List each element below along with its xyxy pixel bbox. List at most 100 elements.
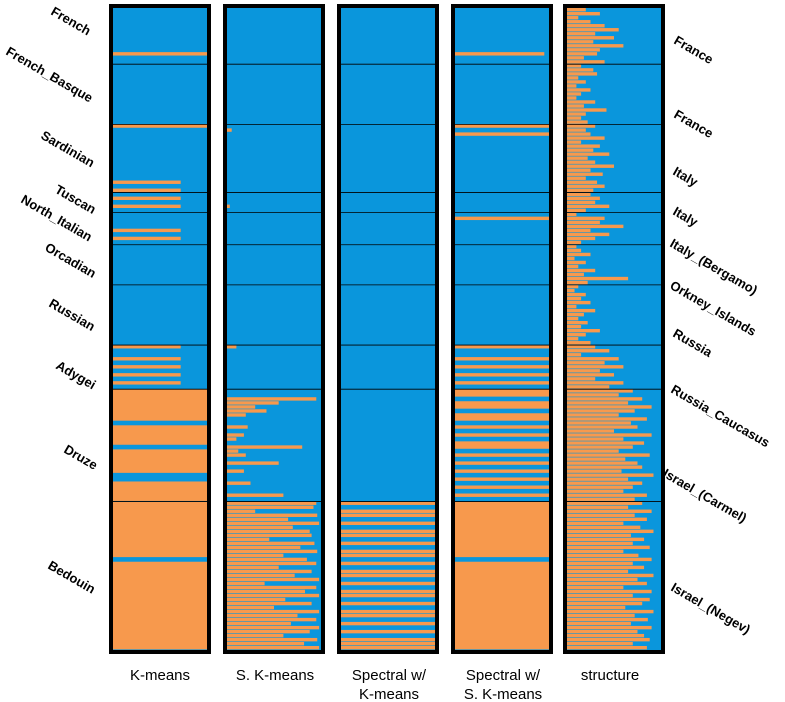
bar-structure-35 xyxy=(567,148,594,152)
bar-k-means-11 xyxy=(113,373,181,377)
bar-s-k-means-16 xyxy=(227,481,251,485)
bar-structure-98 xyxy=(567,401,629,405)
bar-structure-16 xyxy=(567,72,598,76)
bar-structure-135 xyxy=(567,549,624,554)
bar-s-k-means-14 xyxy=(227,461,279,465)
bar-structure-17 xyxy=(567,76,579,80)
bar-structure-138 xyxy=(567,561,633,566)
bar-structure-145 xyxy=(567,589,652,594)
method-label-structure: structure xyxy=(581,667,639,684)
bar-s-k-means-29 xyxy=(227,545,301,550)
bar-structure-89 xyxy=(567,365,624,369)
bar-spectral-w-s-k-means-21 xyxy=(455,501,549,558)
bar-structure-123 xyxy=(567,501,643,505)
bar-structure-93 xyxy=(567,381,624,385)
bar-structure-76 xyxy=(567,312,584,317)
bar-structure-75 xyxy=(567,308,596,313)
bar-structure-91 xyxy=(567,373,614,377)
bar-s-k-means-48 xyxy=(227,621,291,626)
bar-structure-150 xyxy=(567,609,654,614)
bar-structure-9 xyxy=(567,44,624,48)
bar-s-k-means-31 xyxy=(227,553,284,558)
bar-spectral-w-k-means-4 xyxy=(341,529,435,534)
bar-structure-80 xyxy=(567,329,600,333)
bar-structure-74 xyxy=(567,304,577,309)
bar-s-k-means-11 xyxy=(227,445,303,449)
bar-spectral-w-s-k-means-3 xyxy=(455,216,549,221)
bar-structure-3 xyxy=(567,20,591,24)
method-labels: K-means S. K-means Spectral w/ K-means S… xyxy=(130,667,639,702)
bar-structure-139 xyxy=(567,565,645,570)
bar-structure-100 xyxy=(567,409,635,413)
bar-structure-78 xyxy=(567,320,588,325)
panel-group xyxy=(109,4,665,654)
bar-structure-12 xyxy=(567,56,584,60)
bar-s-k-means-22 xyxy=(227,517,289,521)
bar-s-k-means-51 xyxy=(227,633,284,638)
method-label-spectral-kmeans-l1: Spectral w/ xyxy=(352,667,427,684)
bar-structure-107 xyxy=(567,437,624,441)
bar-structure-87 xyxy=(567,357,619,361)
bar-structure-147 xyxy=(567,597,650,602)
bar-spectral-w-k-means-9 xyxy=(341,561,435,566)
bar-structure-95 xyxy=(567,389,633,393)
bar-structure-151 xyxy=(567,613,635,618)
bar-structure-51 xyxy=(567,212,577,217)
bar-structure-55 xyxy=(567,228,591,233)
bar-s-k-means-18 xyxy=(227,501,317,505)
bar-spectral-w-s-k-means-9 xyxy=(455,389,549,397)
bar-structure-114 xyxy=(567,465,643,469)
bar-structure-148 xyxy=(567,601,643,606)
bar-structure-115 xyxy=(567,469,622,473)
method-label-spectral-skmeans-l1: Spectral w/ xyxy=(466,667,541,684)
panel-s-k-means xyxy=(223,4,325,654)
bar-spectral-w-s-k-means-2 xyxy=(455,132,549,136)
bar-structure-133 xyxy=(567,541,633,546)
bar-structure-134 xyxy=(567,545,650,550)
bar-structure-20 xyxy=(567,88,591,92)
bar-structure-1 xyxy=(567,12,600,16)
bar-structure-19 xyxy=(567,84,577,88)
bar-structure-153 xyxy=(567,621,631,626)
bar-spectral-w-k-means-3 xyxy=(341,521,435,526)
bar-k-means-18 xyxy=(113,561,207,650)
bar-structure-120 xyxy=(567,489,624,493)
bar-structure-63 xyxy=(567,260,586,265)
panel-spectral-w-s-k-means-frame xyxy=(451,4,553,654)
bar-structure-58 xyxy=(567,240,582,245)
right-label-italy-2: Italy xyxy=(671,204,702,230)
bar-s-k-means-21 xyxy=(227,513,318,517)
panel-spectral-w-k-means xyxy=(337,4,439,654)
bar-structure-29 xyxy=(567,124,596,128)
bar-s-k-means-24 xyxy=(227,525,293,530)
bar-s-k-means-27 xyxy=(227,537,270,542)
bar-structure-41 xyxy=(567,172,603,176)
bar-structure-149 xyxy=(567,605,626,610)
bar-structure-118 xyxy=(567,481,643,485)
bar-structure-90 xyxy=(567,369,600,373)
bar-s-k-means-12 xyxy=(227,449,239,453)
bar-structure-142 xyxy=(567,577,638,582)
bar-structure-77 xyxy=(567,316,579,321)
bar-structure-24 xyxy=(567,104,584,108)
bar-spectral-w-k-means-19 xyxy=(341,629,435,634)
left-label-russian: Russian xyxy=(47,296,98,334)
bar-spectral-w-k-means-13 xyxy=(341,589,435,594)
bar-s-k-means-49 xyxy=(227,625,320,630)
bar-structure-49 xyxy=(567,204,610,209)
bar-structure-69 xyxy=(567,284,579,289)
bar-structure-66 xyxy=(567,272,584,277)
bar-s-k-means-26 xyxy=(227,533,312,538)
bar-structure-22 xyxy=(567,96,577,100)
method-label-spectral-kmeans-l2: K-means xyxy=(359,686,419,702)
bar-spectral-w-k-means-6 xyxy=(341,541,435,546)
bar-structure-65 xyxy=(567,268,596,273)
bar-structure-110 xyxy=(567,449,619,453)
bar-structure-18 xyxy=(567,80,586,84)
bar-structure-62 xyxy=(567,256,575,261)
bar-s-k-means-4 xyxy=(227,401,279,405)
bar-structure-37 xyxy=(567,156,588,160)
left-label-bedouin: Bedouin xyxy=(46,558,99,597)
bar-s-k-means-25 xyxy=(227,529,310,534)
bar-structure-96 xyxy=(567,393,619,397)
